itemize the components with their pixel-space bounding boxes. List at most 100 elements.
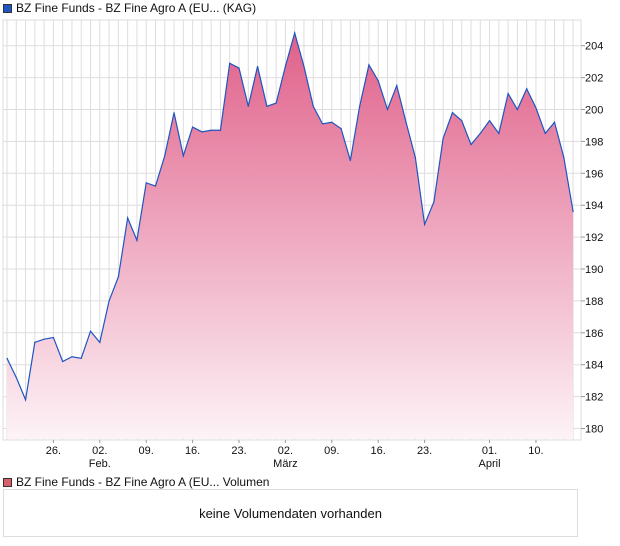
data-point bbox=[182, 155, 184, 157]
y-tick-label: 186 bbox=[585, 328, 603, 340]
x-tick-label: 09. bbox=[324, 445, 339, 457]
data-point bbox=[24, 399, 27, 401]
x-tick-label: 09. bbox=[139, 445, 154, 457]
y-tick-label: 196 bbox=[585, 168, 603, 180]
x-tick-label: 10. bbox=[528, 445, 543, 457]
price-legend-label: BZ Fine Funds - BZ Fine Agro A (EU... (K… bbox=[16, 1, 257, 15]
data-point bbox=[405, 121, 407, 123]
x-tick-month-label: April bbox=[479, 458, 501, 470]
data-point bbox=[433, 201, 435, 203]
data-point bbox=[368, 64, 370, 66]
data-point bbox=[563, 156, 565, 158]
data-point bbox=[424, 223, 426, 225]
data-point bbox=[256, 65, 259, 68]
data-point bbox=[6, 357, 8, 359]
data-point bbox=[349, 159, 351, 162]
data-point bbox=[173, 112, 175, 114]
data-point bbox=[117, 276, 119, 278]
x-tick-label: 26. bbox=[46, 445, 61, 457]
data-point bbox=[34, 341, 36, 343]
data-point bbox=[461, 120, 463, 122]
data-point bbox=[108, 300, 110, 302]
x-tick-month-label: März bbox=[273, 458, 297, 470]
y-tick-label: 188 bbox=[585, 296, 603, 308]
data-point bbox=[266, 105, 268, 107]
data-point bbox=[210, 129, 212, 131]
data-point bbox=[247, 105, 249, 107]
x-tick-label: 16. bbox=[185, 445, 200, 457]
volume-panel: keine Volumendaten vorhanden bbox=[3, 489, 578, 537]
price-area bbox=[7, 32, 574, 439]
y-tick-label: 182 bbox=[585, 392, 603, 404]
volume-legend-swatch bbox=[3, 477, 12, 487]
data-point bbox=[154, 185, 157, 187]
data-point bbox=[451, 112, 454, 114]
data-point bbox=[544, 132, 546, 135]
data-point bbox=[386, 108, 389, 111]
data-point bbox=[43, 338, 45, 340]
volume-legend: BZ Fine Funds - BZ Fine Agro A (EU... Vo… bbox=[3, 475, 269, 489]
data-point bbox=[553, 121, 556, 123]
price-legend: BZ Fine Funds - BZ Fine Agro A (EU... (K… bbox=[3, 1, 256, 15]
data-point bbox=[488, 120, 491, 122]
y-tick-label: 200 bbox=[585, 105, 603, 117]
data-point bbox=[526, 88, 528, 90]
data-point bbox=[507, 92, 509, 95]
data-point bbox=[414, 156, 416, 158]
x-tick-label: 02. bbox=[92, 445, 107, 457]
price-chart: 180 182 184 186 188 190 192 194 196 198 200 202 204 2… bbox=[2, 19, 603, 470]
y-tick-label: 184 bbox=[585, 360, 603, 372]
data-point bbox=[99, 341, 101, 343]
data-point bbox=[470, 143, 472, 146]
data-point bbox=[331, 121, 333, 123]
data-point bbox=[377, 80, 379, 82]
data-point bbox=[229, 62, 231, 64]
data-point bbox=[442, 137, 444, 139]
data-point bbox=[201, 131, 203, 133]
y-tick-label: 194 bbox=[585, 200, 603, 212]
data-point bbox=[238, 67, 240, 69]
y-tick-label: 180 bbox=[585, 424, 603, 436]
data-point bbox=[136, 239, 138, 241]
data-point bbox=[516, 108, 519, 111]
data-point bbox=[572, 210, 574, 213]
data-point bbox=[62, 360, 64, 363]
x-tick-label: 23. bbox=[231, 445, 246, 457]
data-point bbox=[219, 129, 222, 131]
data-point bbox=[535, 107, 537, 109]
volume-legend-label: BZ Fine Funds - BZ Fine Agro A (EU... Vo… bbox=[16, 475, 270, 489]
x-tick-label: 16. bbox=[371, 445, 386, 457]
volume-empty-message: keine Volumendaten vorhanden bbox=[199, 505, 382, 521]
data-point bbox=[164, 155, 166, 157]
y-tick-label: 190 bbox=[585, 264, 603, 276]
x-tick-label: 02. bbox=[278, 445, 293, 457]
x-tick-label: 23. bbox=[417, 445, 432, 457]
x-tick-month-label: Feb. bbox=[89, 458, 111, 470]
y-tick-label: 192 bbox=[585, 232, 603, 244]
data-point bbox=[303, 65, 305, 68]
data-point bbox=[127, 217, 129, 219]
data-point bbox=[71, 356, 73, 358]
y-tick-label: 198 bbox=[585, 136, 603, 148]
data-point bbox=[145, 182, 147, 184]
data-point bbox=[284, 65, 286, 68]
price-legend-swatch bbox=[3, 3, 12, 13]
y-tick-label: 204 bbox=[585, 41, 603, 53]
y-tick-label: 202 bbox=[585, 73, 603, 85]
data-point bbox=[340, 128, 342, 130]
price-line bbox=[6, 30, 574, 402]
data-point bbox=[396, 84, 398, 87]
data-point bbox=[479, 132, 481, 135]
data-point bbox=[15, 376, 17, 379]
data-point bbox=[89, 330, 92, 332]
data-point bbox=[192, 126, 194, 128]
data-point bbox=[321, 123, 324, 125]
data-point bbox=[498, 132, 500, 135]
data-point bbox=[312, 105, 314, 107]
data-point bbox=[80, 357, 82, 359]
x-tick-label: 01. bbox=[482, 445, 497, 457]
data-point bbox=[275, 102, 277, 104]
data-point bbox=[359, 105, 361, 107]
data-point bbox=[52, 336, 55, 339]
